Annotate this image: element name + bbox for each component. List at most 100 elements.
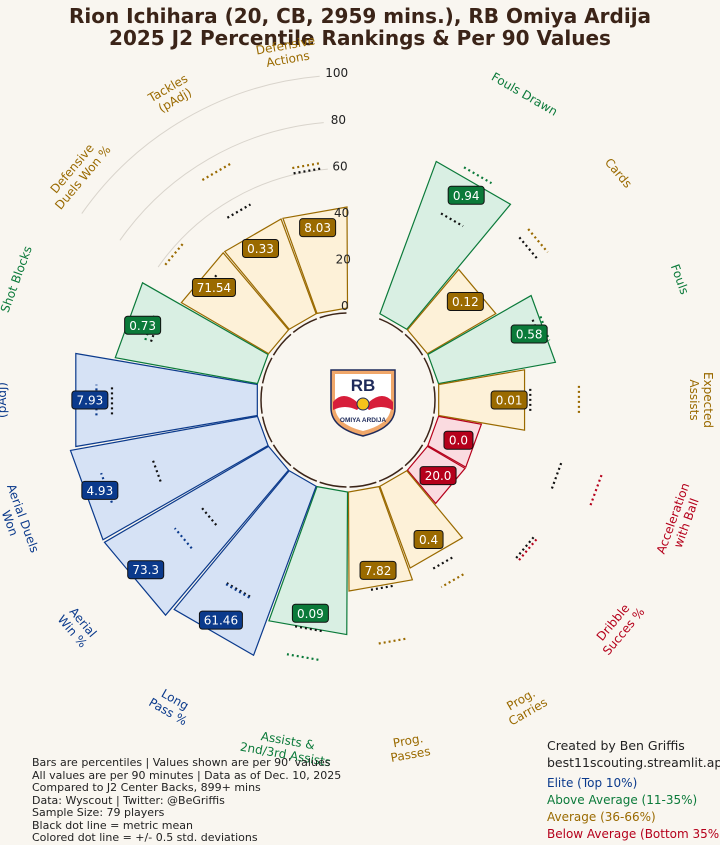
svg-text:0.01: 0.01 [496, 394, 523, 408]
value-label-12: 7.93 [71, 390, 109, 410]
bar-14 [180, 251, 290, 355]
metric-label-10: AerialWin % [55, 603, 101, 650]
value-label-16: 8.03 [299, 218, 337, 238]
metric-label-16: DefensiveActions [255, 33, 319, 71]
note-line: Compared to J2 Center Backs, 899+ mins [32, 781, 261, 794]
bar-3 [438, 369, 526, 431]
bar-12 [75, 352, 258, 448]
value-label-3: 0.01 [490, 390, 528, 410]
metric-label-9: LongPass % [146, 683, 196, 728]
metric-label-4: Accelerationwith Ball [654, 481, 706, 561]
inner-arc [378, 318, 404, 333]
sd-dot-line [463, 166, 493, 185]
mean-dot-line [201, 507, 218, 526]
svg-text:0.0: 0.0 [449, 434, 468, 448]
credit-author: Created by Ben Griffis [547, 738, 685, 753]
inner-arc [272, 444, 292, 467]
bar-8 [268, 485, 349, 636]
grid-arc [119, 122, 324, 241]
value-label-4: 0.0 [443, 430, 474, 450]
tick-label-100: 100 [325, 66, 348, 80]
inner-arc [261, 357, 273, 384]
value-label-11: 4.93 [81, 480, 119, 500]
svg-text:20.0: 20.0 [425, 469, 452, 483]
svg-text:73.3: 73.3 [132, 563, 159, 577]
value-label-1: 0.12 [446, 292, 484, 312]
percentile-bars: 0.94 0.12 0.58 0.01 0.0 20.0 0.4 7.82 0.09 61.46 7… [69, 160, 603, 661]
svg-text:0.4: 0.4 [419, 533, 438, 547]
credit-site: best11scouting.streamlit.app [547, 755, 720, 770]
metric-label-12: Interceptions(pAdj) [0, 361, 9, 440]
radial-tick-labels: 0 20 40 60 80 100 [325, 66, 351, 313]
value-label-7: 7.82 [359, 560, 397, 580]
tick-label-40: 40 [334, 206, 349, 220]
value-label-8: 0.09 [291, 603, 329, 623]
club-logo: RB OMIYA ARDIJA [330, 369, 396, 437]
chart-title-line-2: 2025 J2 Percentile Rankings & Per 90 Val… [109, 26, 611, 50]
tick-label-80: 80 [331, 113, 346, 127]
value-label-14: 71.54 [191, 278, 236, 298]
inner-arc [423, 416, 435, 443]
sd-dot-line [527, 228, 549, 253]
metric-label-14: DefensiveDuels Won % [41, 134, 113, 212]
svg-text:61.46: 61.46 [204, 614, 238, 628]
credit-and-legend: Created by Ben Griffis best11scouting.st… [547, 737, 720, 843]
mean-dot-line [440, 212, 464, 228]
value-label-6: 0.4 [413, 530, 444, 550]
value-label-0: 0.94 [447, 185, 485, 205]
svg-text:0.58: 0.58 [516, 328, 543, 342]
legend-item-below: Below Average (Bottom 35%) [547, 827, 720, 841]
sd-dot-line [173, 527, 193, 550]
legend-item-average: Average (36-66%) [547, 810, 656, 824]
metric-label-2: Fouls [668, 262, 692, 296]
svg-text:7.82: 7.82 [365, 564, 392, 578]
value-label-15: 0.33 [242, 238, 280, 258]
value-label-9: 61.46 [198, 610, 243, 630]
grid-arc [157, 168, 328, 268]
svg-text:0.94: 0.94 [453, 189, 480, 203]
chart-notes: Bars are percentiles | Values shown are … [32, 756, 342, 845]
sd-dot-line [440, 573, 464, 589]
inner-arc [292, 467, 318, 482]
legend-item-elite: Elite (Top 10%) [547, 776, 638, 790]
bar-2 [427, 294, 557, 385]
inner-arc [378, 467, 404, 482]
sd-dot-line [201, 162, 231, 181]
mean-dot-line [550, 462, 563, 490]
tick-label-20: 20 [336, 252, 351, 266]
inner-arc [260, 386, 263, 414]
metric-label-13: Shot Blocks [0, 244, 35, 314]
chart-title-line-1: Rion Ichihara (20, CB, 2959 mins.), RB O… [68, 4, 652, 28]
sd-dot-line [292, 161, 322, 170]
svg-text:0.73: 0.73 [129, 319, 156, 333]
inner-arc [433, 386, 436, 414]
inner-arc [272, 333, 292, 356]
mean-dot-line [226, 203, 252, 219]
inner-arc [319, 312, 347, 319]
mean-dot-line [369, 584, 393, 592]
inner-arc [261, 416, 273, 443]
note-line: Sample Size: 79 players [32, 806, 165, 819]
bar-13 [114, 281, 269, 385]
svg-text:4.93: 4.93 [86, 484, 113, 498]
metric-label-6: Prog.Carries [499, 683, 550, 728]
metric-label-1: Cards [602, 155, 635, 190]
sd-dot-line [517, 538, 538, 563]
sd-dot-line [286, 653, 319, 661]
value-label-13: 0.73 [124, 315, 162, 335]
grid-arc [81, 75, 320, 214]
sd-dot-line [589, 474, 603, 506]
note-line: Black dot line = metric mean [32, 818, 193, 832]
sd-dot-line [375, 637, 406, 646]
mean-dot-line [431, 556, 453, 571]
inner-arc [349, 481, 377, 488]
note-line: All values are per 90 minutes | Data as … [32, 768, 342, 782]
inner-arc [292, 318, 318, 333]
inner-arc [404, 444, 424, 467]
svg-text:0.12: 0.12 [452, 295, 479, 309]
svg-text:0.33: 0.33 [247, 242, 274, 256]
mean-dot-line [514, 536, 535, 560]
metric-label-3: ExpectedAssists [687, 372, 715, 428]
svg-text:8.03: 8.03 [304, 221, 331, 235]
